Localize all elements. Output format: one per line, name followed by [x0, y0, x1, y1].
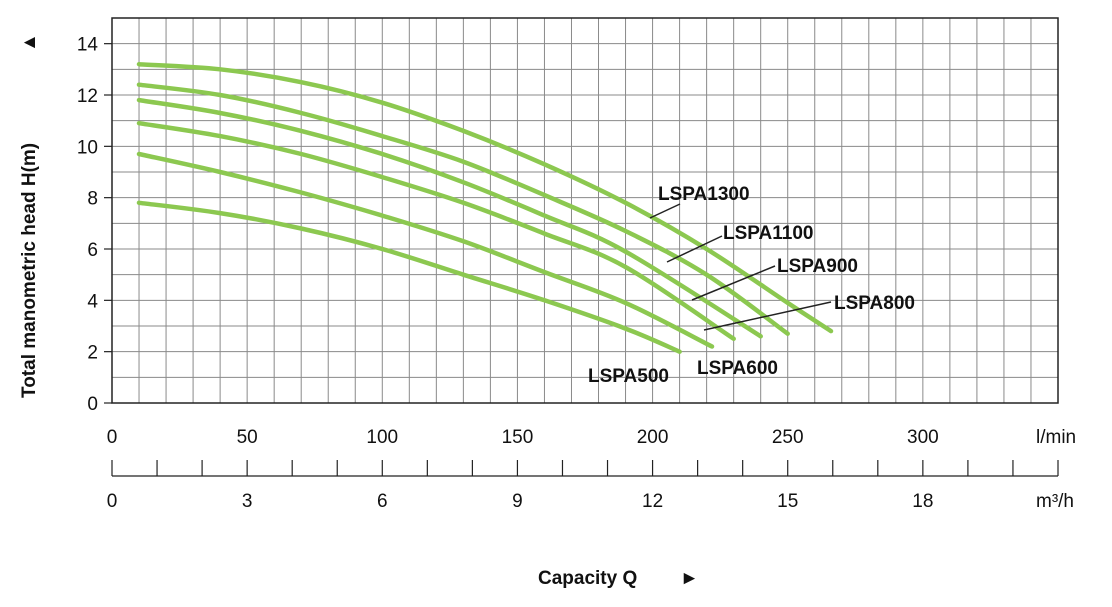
x-tick-label: 150 — [502, 427, 534, 448]
leader-lspa1100 — [666, 235, 723, 263]
curve-lspa500 — [136, 200, 682, 354]
leader-lspa900 — [691, 265, 776, 301]
curve-lspa600 — [136, 151, 715, 349]
series-label-lspa1300: LSPA1300 — [658, 184, 750, 205]
x-unit-secondary: m³/h — [1036, 491, 1074, 512]
secondary-tick-label: 12 — [642, 491, 663, 512]
secondary-tick-label: 9 — [512, 491, 523, 512]
y-tick-label: 2 — [87, 343, 98, 364]
x-tick-label: 300 — [907, 427, 939, 448]
x-axis-title: Capacity Q — [538, 568, 637, 589]
y-tick-label: 12 — [77, 86, 98, 107]
label-leaders — [649, 203, 832, 331]
x-ticks-primary: 0 50 100 150 200 250 300 — [107, 427, 939, 448]
grid — [111, 17, 1059, 404]
y-tick-label: 14 — [77, 35, 99, 56]
series-label-lspa800: LSPA800 — [834, 293, 915, 314]
series-label-lspa600: LSPA600 — [697, 358, 778, 379]
curves — [136, 61, 834, 354]
series-label-lspa1100: LSPA1100 — [723, 223, 813, 244]
secondary-tick-label: 18 — [912, 491, 933, 512]
y-ticks: 0 2 4 6 8 10 12 14 — [77, 35, 112, 415]
x-tick-label: 100 — [366, 427, 398, 448]
leader-lspa1300 — [649, 203, 681, 219]
series-labels: LSPA500 LSPA600 LSPA800 LSPA900 LSPA1100 LSPA… — [588, 184, 915, 387]
secondary-tick-label: 15 — [777, 491, 798, 512]
plot-frame — [111, 17, 1059, 404]
leader-lspa800 — [703, 301, 832, 331]
x-axis-arrow: ► — [680, 568, 699, 589]
x-tick-label: 250 — [772, 427, 804, 448]
curve-lspa800 — [136, 120, 736, 342]
x-tick-label: 200 — [637, 427, 669, 448]
y-axis-title: Total manometric head H(m) — [19, 143, 40, 398]
secondary-tick-label: 3 — [242, 491, 253, 512]
curve-lspa1100 — [136, 82, 790, 336]
y-tick-label: 4 — [87, 291, 98, 312]
secondary-tick-label: 0 — [107, 491, 118, 512]
secondary-x-axis: 0 3 6 9 12 15 18 — [107, 460, 1059, 512]
series-label-lspa500: LSPA500 — [588, 366, 669, 387]
y-tick-label: 10 — [77, 137, 98, 158]
y-tick-label: 8 — [87, 189, 98, 210]
x-unit-primary: l/min — [1036, 427, 1076, 448]
y-tick-label: 6 — [87, 240, 98, 261]
y-axis-arrow: ▲ — [19, 33, 40, 52]
curve-lspa1300 — [136, 61, 834, 334]
secondary-tick-label: 6 — [377, 491, 388, 512]
curve-lspa900 — [136, 97, 763, 339]
x-tick-label: 50 — [237, 427, 258, 448]
series-label-lspa900: LSPA900 — [777, 256, 858, 277]
x-tick-label: 0 — [107, 427, 118, 448]
y-tick-label: 0 — [87, 394, 98, 415]
